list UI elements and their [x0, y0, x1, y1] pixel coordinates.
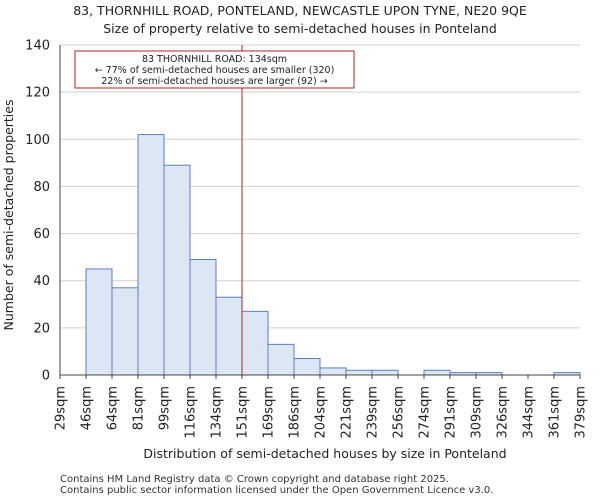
x-tick-label: 116sqm [184, 386, 199, 439]
histogram-bar [163, 164, 191, 376]
x-tick-label: 274sqm [418, 386, 433, 439]
x-tick-label: 256sqm [392, 386, 407, 439]
chart-subtitle: Size of property relative to semi-detach… [103, 21, 497, 36]
x-tick-label: 221sqm [340, 386, 355, 439]
histogram-bar [111, 287, 139, 376]
y-axis-label: Number of semi-detached properties [1, 100, 16, 331]
annotation-line: 22% of semi-detached houses are larger (… [101, 76, 328, 87]
x-tick-label: 46sqm [80, 386, 95, 430]
x-tick-label: 99sqm [158, 386, 173, 430]
x-tick-label: 361sqm [548, 386, 563, 439]
x-tick-label: 64sqm [106, 386, 121, 430]
footer-copyright: Contains HM Land Registry data © Crown c… [60, 474, 449, 485]
histogram-bar [371, 369, 399, 376]
y-tick-label: 80 [33, 180, 50, 195]
histogram-bar [189, 259, 217, 376]
histogram-bar [319, 367, 347, 376]
histogram-bar [423, 369, 451, 376]
annotation-box [74, 50, 355, 89]
annotation-line: 83 THORNHILL ROAD: 134sqm [142, 54, 287, 65]
footer-licence: Contains public sector information licen… [60, 485, 494, 496]
histogram-bar [137, 134, 165, 376]
histogram-bar [345, 369, 373, 376]
histogram-bar [85, 268, 113, 376]
x-tick-label: 134sqm [210, 386, 225, 439]
annotation-line: ← 77% of semi-detached houses are smalle… [95, 65, 335, 76]
x-tick-label: 379sqm [574, 386, 589, 439]
y-tick-label: 100 [25, 133, 50, 148]
y-tick-label: 40 [33, 274, 50, 289]
histogram-bar [241, 310, 269, 376]
x-tick-label: 239sqm [366, 386, 381, 439]
x-tick-label: 204sqm [314, 386, 329, 439]
y-tick-label: 60 [33, 227, 50, 242]
x-tick-label: 29sqm [54, 386, 69, 430]
x-tick-label: 309sqm [470, 386, 485, 439]
y-tick-label: 20 [33, 321, 50, 336]
x-tick-label: 344sqm [522, 386, 537, 439]
chart-title: 83, THORNHILL ROAD, PONTELAND, NEWCASTLE… [73, 3, 527, 18]
y-tick-label: 140 [25, 39, 50, 54]
histogram-bar [293, 358, 321, 376]
y-tick-label: 0 [42, 369, 50, 384]
x-tick-label: 169sqm [262, 386, 277, 439]
x-axis-label: Distribution of semi-detached houses by … [143, 446, 506, 461]
x-tick-label: 326sqm [496, 386, 511, 439]
y-tick-label: 120 [25, 86, 50, 101]
x-tick-label: 186sqm [288, 386, 303, 439]
histogram-bar [267, 343, 295, 376]
x-tick-label: 81sqm [132, 386, 147, 430]
histogram-bar [215, 296, 243, 376]
x-tick-label: 291sqm [444, 386, 459, 439]
x-tick-label: 151sqm [236, 386, 251, 439]
